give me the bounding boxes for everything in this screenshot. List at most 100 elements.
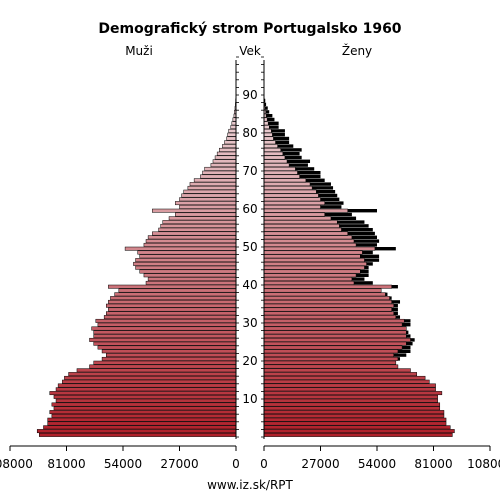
male-bar-age-74 [216, 151, 237, 156]
x-tick-label: 0 [232, 457, 240, 471]
female-excess-bar-age-24 [406, 342, 413, 346]
female-bar-age-52 [263, 235, 353, 240]
female-excess-bar-age-31 [395, 315, 401, 319]
male-bar-age-70 [204, 166, 237, 171]
female-excess-bar-age-61 [324, 201, 344, 205]
female-excess-bar-age-37 [385, 292, 388, 296]
male-bar-age-14 [62, 379, 237, 384]
female-bar-age-54 [263, 227, 342, 232]
male-bar-age-23 [97, 345, 237, 350]
male-bar-age-79 [227, 132, 237, 137]
female-bar-age-57 [263, 216, 332, 221]
female-bar-age-42 [263, 273, 357, 278]
female-excess-bar-age-64 [316, 190, 336, 194]
female-bar-age-16 [263, 372, 418, 377]
female-bar-age-25 [263, 337, 411, 342]
female-bar-age-75 [263, 147, 281, 152]
male-bar-age-17 [76, 368, 237, 373]
female-excess-bar-age-23 [402, 345, 411, 350]
male-bar-age-27 [93, 330, 237, 335]
x-tick-label: 108000 [467, 457, 500, 471]
female-bar-age-6 [263, 410, 445, 415]
female-bar-age-69 [263, 170, 298, 175]
female-excess-bar-age-48 [362, 250, 373, 255]
male-bar-age-29 [97, 322, 237, 327]
female-excess-bar-age-49 [374, 247, 396, 251]
male-bar-age-45 [133, 261, 237, 266]
female-excess-bar-age-84 [266, 114, 273, 118]
female-excess-bar-age-81 [269, 125, 279, 129]
male-bar-age-66 [189, 182, 237, 187]
females-label: Ženy [342, 43, 372, 58]
male-bar-age-65 [187, 185, 237, 190]
female-excess-bar-age-41 [351, 277, 365, 281]
male-bar-age-55 [160, 223, 237, 228]
female-excess-bar-age-45 [366, 262, 373, 266]
female-bar-age-46 [263, 258, 365, 263]
male-bars [36, 60, 237, 437]
female-bar-age-26 [263, 334, 407, 339]
female-excess-bar-age-42 [356, 273, 369, 277]
female-bar-age-19 [263, 360, 397, 365]
female-excess-bar-age-71 [289, 163, 308, 167]
female-bar-age-63 [263, 193, 319, 198]
female-bar-age-34 [263, 303, 394, 308]
female-bar-age-56 [263, 220, 338, 225]
male-bar-age-56 [162, 220, 237, 225]
female-bar-age-68 [263, 174, 300, 179]
female-bar-age-50 [263, 242, 357, 247]
female-bar-age-65 [263, 185, 313, 190]
male-bar-age-1 [36, 429, 237, 434]
female-bar-age-51 [263, 239, 355, 244]
female-bar-age-3 [263, 421, 447, 426]
female-excess-bar-age-58 [324, 212, 352, 217]
age-tick-label: 40 [242, 278, 257, 292]
female-bar-age-29 [263, 322, 403, 327]
female-bar-age-22 [263, 349, 399, 354]
female-bar-age-39 [263, 284, 392, 289]
male-bar-age-59 [152, 208, 237, 213]
female-bar-age-37 [263, 292, 386, 297]
male-bar-age-13 [57, 383, 237, 388]
male-bar-age-0 [39, 432, 237, 437]
female-bar-age-24 [263, 341, 407, 346]
female-excess-bar-age-54 [341, 228, 373, 232]
x-tick-label: 108000 [0, 457, 33, 471]
female-excess-bar-age-46 [364, 258, 380, 262]
male-bar-age-34 [106, 303, 237, 308]
male-bar-age-52 [147, 235, 237, 240]
female-bar-age-36 [263, 296, 390, 301]
x-tick-label: 0 [260, 457, 268, 471]
male-bar-age-24 [93, 341, 237, 346]
female-excess-bar-age-55 [339, 224, 369, 228]
female-bar-age-9 [263, 398, 438, 403]
female-bar-age-71 [263, 163, 290, 168]
age-tick-label: 60 [242, 202, 257, 216]
male-bar-age-32 [106, 311, 237, 316]
female-bar-age-55 [263, 223, 340, 228]
female-bar-age-61 [263, 201, 325, 206]
x-tick-label: 81000 [47, 457, 85, 471]
male-bar-age-2 [43, 425, 237, 430]
female-bar-age-0 [263, 432, 453, 437]
chart-title: Demografický strom Portugalsko 1960 [98, 21, 401, 37]
male-bar-age-48 [137, 250, 237, 255]
female-bar-age-64 [263, 189, 317, 194]
female-excess-bar-age-87 [264, 102, 267, 106]
female-excess-bar-age-83 [267, 117, 275, 122]
male-bar-age-12 [55, 387, 237, 392]
female-excess-bar-age-20 [397, 357, 401, 361]
female-bar-age-13 [263, 383, 436, 388]
female-bar-age-1 [263, 429, 455, 434]
female-excess-bar-age-22 [397, 349, 411, 353]
female-bar-age-35 [263, 299, 392, 304]
male-bar-age-73 [214, 155, 237, 160]
female-excess-bar-age-73 [284, 155, 302, 160]
female-excess-bar-age-51 [353, 239, 380, 243]
male-bar-age-76 [222, 144, 237, 149]
female-excess-bar-age-43 [360, 269, 369, 274]
x-tick-label: 27000 [301, 457, 339, 471]
female-excess-bar-age-78 [273, 136, 290, 141]
male-bar-age-33 [108, 307, 237, 312]
